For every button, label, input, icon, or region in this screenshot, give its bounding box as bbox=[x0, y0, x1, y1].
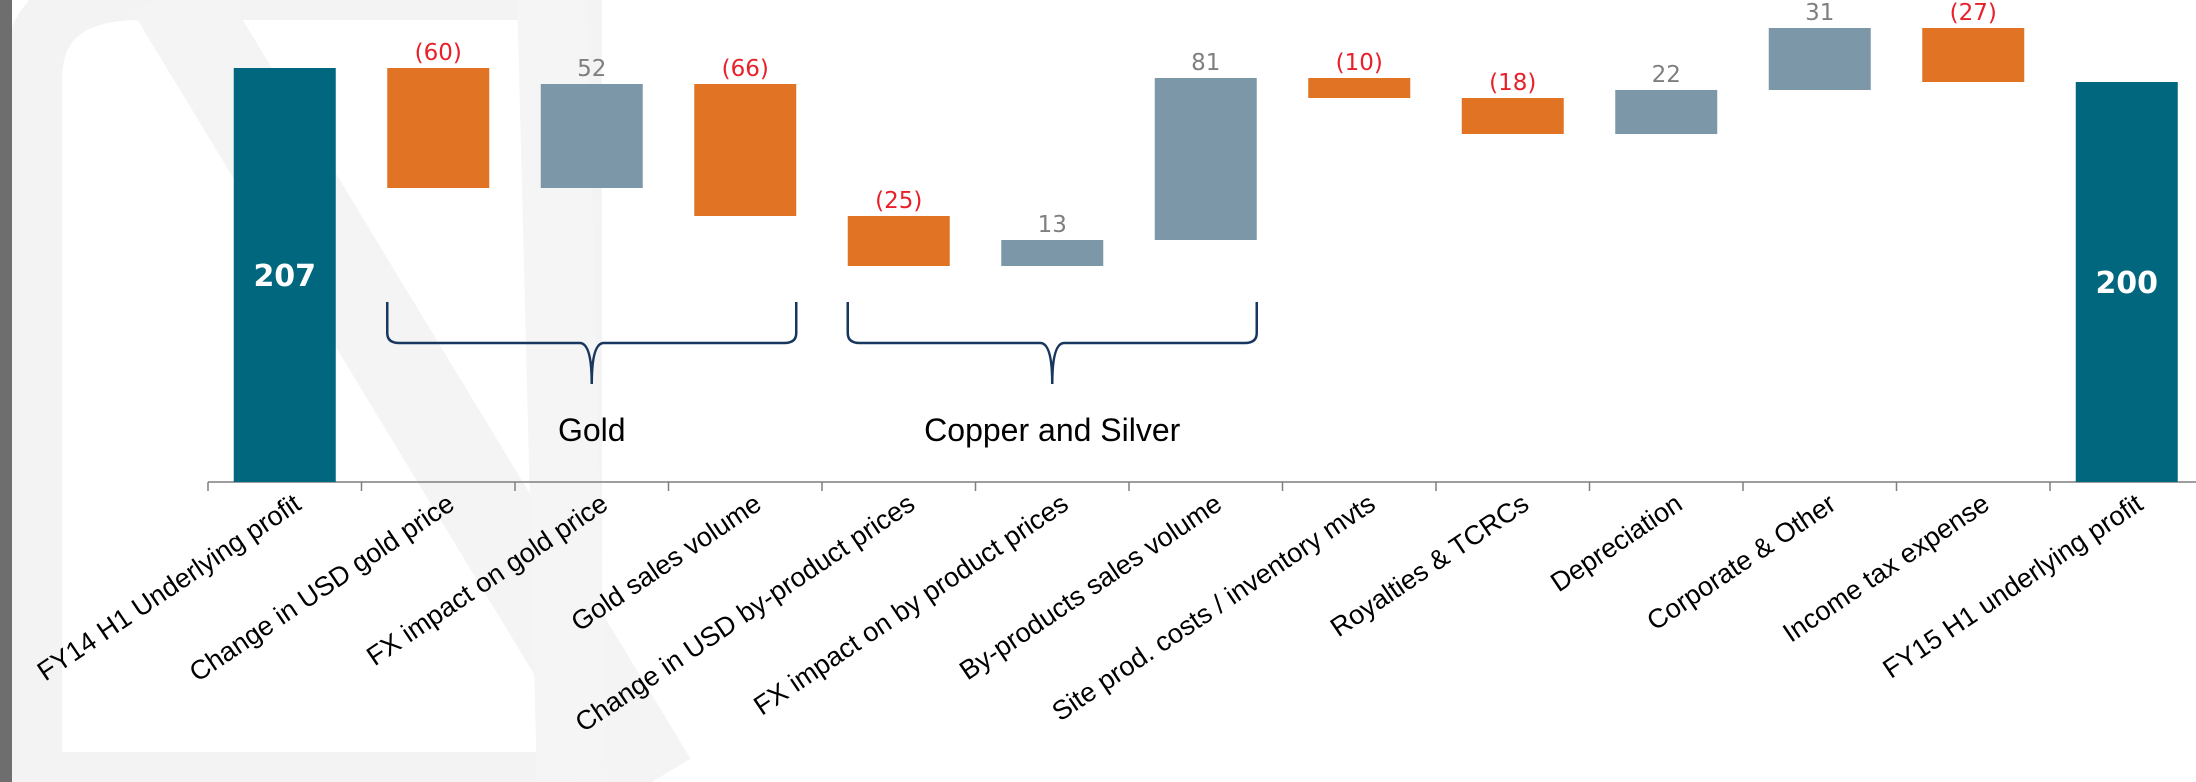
category-tick-label: FX impact on by product prices bbox=[748, 488, 1073, 721]
bar-total bbox=[2075, 82, 2178, 482]
total-value-label: 207 bbox=[253, 259, 316, 294]
category-tick-label: FX impact on gold price bbox=[361, 488, 613, 671]
chart-plot-area: 207 (60) 52 (66) (25) 13 81 (10) (18) 22 31 (27) 200… bbox=[32, 0, 2196, 738]
bar-value-label: (27) bbox=[1950, 0, 1997, 26]
bar-increase bbox=[1615, 90, 1718, 134]
bar-decrease bbox=[847, 216, 950, 266]
bar-value-label: (60) bbox=[415, 40, 462, 66]
bar-decrease bbox=[694, 84, 797, 216]
bar-increase bbox=[1768, 28, 1871, 90]
bar-value-label: 22 bbox=[1652, 62, 1681, 88]
group-brace bbox=[386, 302, 798, 385]
bar-value-label: 13 bbox=[1038, 212, 1067, 238]
bar-decrease bbox=[1308, 78, 1411, 98]
bar-increase bbox=[1001, 240, 1104, 266]
bar-value-label: (66) bbox=[722, 56, 769, 82]
bar-value-label: 52 bbox=[577, 56, 606, 82]
bar-increase bbox=[1154, 78, 1257, 240]
bar-value-label: (18) bbox=[1489, 70, 1536, 96]
window-edge-strip bbox=[0, 0, 12, 782]
bar-increase bbox=[540, 84, 643, 188]
category-tick-label: Change in USD gold price bbox=[184, 488, 460, 687]
bar-value-label: (10) bbox=[1336, 50, 1383, 76]
category-tick-label: Site prod. costs / inventory mvts bbox=[1047, 488, 1381, 727]
category-tick-label: FY14 H1 Underlying profit bbox=[32, 488, 307, 687]
group-label: Copper and Silver bbox=[924, 412, 1180, 448]
category-tick-label: By-products sales volume bbox=[954, 488, 1227, 686]
category-tick-label: FY15 H1 underlying profit bbox=[1878, 488, 2149, 684]
bar-decrease bbox=[387, 68, 490, 188]
bar-value-label: 31 bbox=[1805, 0, 1834, 26]
bar-decrease bbox=[1922, 28, 2025, 82]
bar-value-label: 81 bbox=[1191, 50, 1220, 76]
total-value-label: 200 bbox=[2095, 266, 2158, 301]
bar-value-label: (25) bbox=[875, 188, 922, 214]
group-label: Gold bbox=[558, 412, 626, 448]
group-brace bbox=[846, 302, 1258, 385]
bar-total bbox=[233, 68, 336, 482]
bar-decrease bbox=[1461, 98, 1564, 134]
category-tick-label: Depreciation bbox=[1545, 488, 1687, 598]
